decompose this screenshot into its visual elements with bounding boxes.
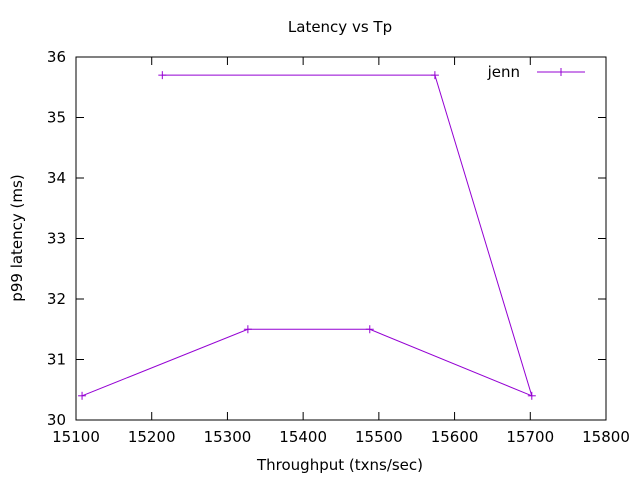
legend: jenn [487,63,585,81]
data-point [365,325,374,334]
y-tick-label: 33 [47,230,66,248]
x-tick-label: 15300 [204,428,252,446]
plot-border [75,56,607,421]
x-axis-label: Throughput (txns/sec) [256,456,423,474]
x-tick-label: 15700 [506,428,554,446]
y-tick-label: 34 [47,169,66,187]
x-tick-label: 15800 [582,428,630,446]
data-point [78,391,87,400]
y-axis-label: p99 latency (ms) [8,174,26,301]
x-tick-label: 15600 [431,428,479,446]
data-point [158,71,167,80]
y-tick-label: 30 [47,411,66,429]
y-tick-label: 36 [47,48,66,66]
y-tick-label: 32 [47,290,66,308]
x-tick-label: 15200 [128,428,176,446]
y-tick-label: 31 [47,351,66,369]
x-tick-label: 15100 [52,428,100,446]
legend-label: jenn [487,63,520,81]
x-tick-label: 15400 [279,428,327,446]
data-point [430,71,439,80]
y-tick-label: 35 [47,109,66,127]
series-line-jenn [81,74,533,397]
chart-title: Latency vs Tp [288,18,392,36]
x-tick-label: 15500 [355,428,403,446]
plot-area: 15100 15200 15300 15400 15500 15600 15700 15800… [47,48,630,446]
data-point [243,325,252,334]
data-point [527,391,536,400]
